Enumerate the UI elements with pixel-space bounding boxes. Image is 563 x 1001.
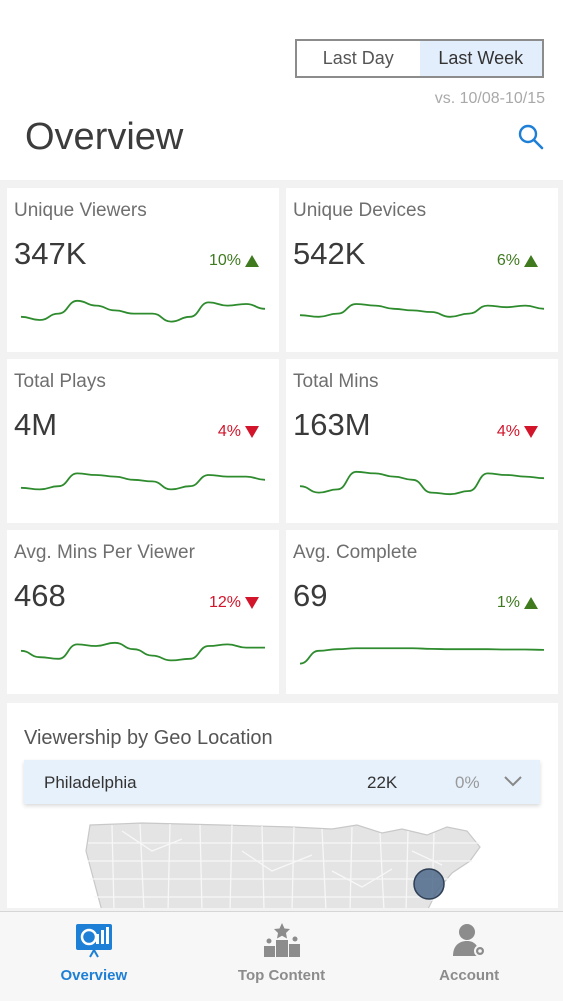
metric-change: 4%: [217, 423, 241, 440]
metric-card-avg-complete[interactable]: Avg. Complete 69 1%: [286, 530, 558, 694]
metric-value: 542K: [293, 236, 366, 271]
metric-change: 4%: [496, 423, 520, 440]
tab-label: Account: [439, 967, 500, 984]
page-title: Overview: [25, 116, 184, 158]
sparkline: [21, 472, 265, 491]
trend-down-icon: [245, 426, 259, 438]
geo-city: Philadelphia: [44, 773, 137, 792]
trend-up-icon: [524, 255, 538, 267]
metric-title: Total Plays: [14, 371, 106, 392]
trend-down-icon: [245, 597, 259, 609]
sparkline: [300, 470, 544, 496]
metric-change: 12%: [208, 594, 241, 611]
geo-percent: 0%: [455, 773, 480, 792]
sparkline: [300, 647, 544, 665]
comparison-range: vs. 10/08-10/15: [434, 90, 545, 107]
location-marker[interactable]: [413, 868, 445, 900]
geo-location-dropdown[interactable]: Philadelphia 22K 0%: [24, 760, 540, 804]
metric-title: Unique Devices: [293, 200, 427, 221]
geo-location-card: Viewership by Geo Location Philadelphia …: [7, 703, 558, 908]
metric-card-avg-mins-per-viewer[interactable]: Avg. Mins Per Viewer 468 12%: [7, 530, 279, 694]
metric-change: 10%: [208, 252, 241, 269]
us-map[interactable]: [82, 821, 492, 908]
geo-count: 22K: [367, 773, 398, 792]
metric-change: 1%: [496, 594, 520, 611]
metric-card-total-mins[interactable]: Total Mins 163M 4%: [286, 359, 558, 523]
sparkline: [21, 299, 265, 323]
metric-title: Avg. Mins Per Viewer: [14, 542, 195, 563]
metric-card-unique-devices[interactable]: Unique Devices 542K 6%: [286, 188, 558, 352]
geo-section-title: Viewership by Geo Location: [24, 727, 273, 749]
sparkline: [21, 641, 265, 662]
metric-value: 163M: [293, 407, 371, 442]
metric-value: 468: [14, 578, 66, 613]
metric-card-unique-viewers[interactable]: Unique Viewers 347K 10%: [7, 188, 279, 352]
metric-change: 6%: [496, 252, 520, 269]
header: Last Day Last Week vs. 10/08-10/15 Overv…: [0, 0, 563, 180]
tab-account[interactable]: Account: [375, 912, 563, 1001]
trend-up-icon: [245, 255, 259, 267]
metric-title: Total Mins: [293, 371, 379, 392]
metric-title: Unique Viewers: [14, 200, 147, 221]
tab-overview[interactable]: Overview: [0, 912, 188, 1001]
metric-value: 69: [293, 578, 328, 613]
last-week-segment[interactable]: Last Week: [419, 41, 542, 76]
chevron-down-icon: [504, 776, 522, 787]
time-range-segmented-control: Last Day Last Week: [295, 39, 544, 78]
trend-down-icon: [524, 426, 538, 438]
metric-value: 347K: [14, 236, 87, 271]
last-day-segment[interactable]: Last Day: [322, 48, 394, 68]
top-content-icon: [263, 923, 300, 957]
account-icon: [453, 924, 487, 957]
tab-label: Top Content: [237, 967, 326, 984]
trend-up-icon: [524, 597, 538, 609]
overview-icon: [75, 924, 112, 958]
metric-value: 4M: [14, 407, 58, 442]
metric-card-total-plays[interactable]: Total Plays 4M 4%: [7, 359, 279, 523]
metric-title: Avg. Complete: [293, 542, 418, 563]
tab-label: Overview: [60, 967, 128, 984]
tab-bar: Overview Top Content Account: [0, 911, 563, 1001]
tab-top-content[interactable]: Top Content: [188, 912, 376, 1001]
search-icon[interactable]: [516, 122, 546, 152]
sparkline: [300, 303, 544, 318]
